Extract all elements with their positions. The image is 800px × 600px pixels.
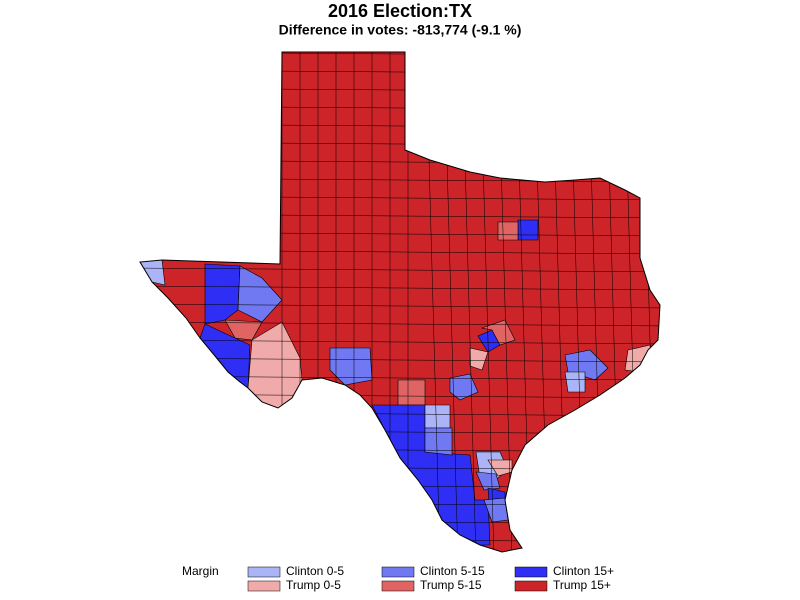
county-region [469, 347, 489, 371]
county-border [659, 52, 660, 552]
map-subtitle: Difference in votes: -813,774 (-9.1 %) [279, 22, 522, 38]
legend-label: Trump 15+ [553, 578, 611, 592]
county-region [497, 221, 519, 241]
legend-swatch [247, 566, 281, 578]
county-border [140, 501, 660, 507]
legend-label: Clinton 5-15 [420, 564, 485, 578]
county-region [424, 404, 451, 429]
state-area [140, 52, 660, 552]
county-border [140, 519, 660, 525]
county-region [475, 471, 501, 491]
county-region [204, 263, 241, 325]
legend-swatch [514, 566, 548, 578]
county-border [140, 321, 660, 327]
legend-swatch [381, 566, 415, 578]
county-border [130, 556, 670, 560]
county-border [140, 339, 660, 345]
county-region [397, 379, 426, 406]
legend-label: Trump 5-15 [420, 578, 482, 592]
county-region [480, 319, 516, 346]
legend-swatch [514, 580, 548, 592]
county-border [140, 303, 660, 309]
county-region [237, 265, 283, 323]
county-region [424, 427, 453, 456]
county-border [140, 483, 660, 489]
county-region [140, 259, 166, 286]
county-border [140, 285, 660, 291]
county-border [140, 267, 660, 273]
map-title: 2016 Election:TX [328, 1, 472, 21]
county-border [140, 537, 660, 543]
legend-label: Trump 0-5 [286, 578, 341, 592]
legend-label: Clinton 0-5 [286, 564, 344, 578]
state-border [139, 51, 661, 553]
county-region [329, 347, 373, 386]
legend-swatch [247, 580, 281, 592]
county-region [564, 371, 586, 393]
texas-map [130, 51, 670, 560]
county-border [140, 465, 660, 471]
legend-swatch [381, 580, 415, 592]
county-border [140, 357, 660, 363]
legend-title: Margin [182, 564, 219, 578]
legend-label: Clinton 15+ [553, 564, 614, 578]
